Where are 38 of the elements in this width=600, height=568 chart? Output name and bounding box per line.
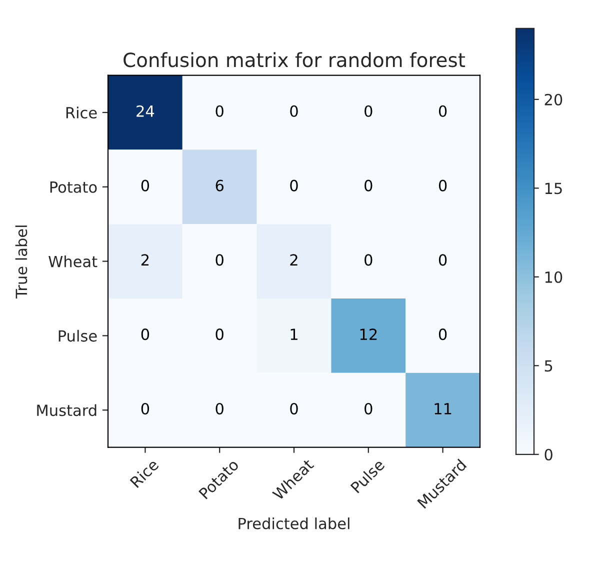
y-tick-label: Pulse	[58, 330, 97, 342]
data-label: 0	[290, 180, 298, 192]
data-label: 0	[438, 328, 447, 340]
data-label: 0	[438, 254, 447, 266]
y-tick-label: Rice	[66, 106, 97, 118]
color-bar-label: 5	[544, 360, 552, 372]
data-label: 0	[141, 402, 150, 415]
color-bar-label: 20	[544, 94, 562, 106]
data-label: 0	[438, 105, 447, 117]
data-label: 0	[216, 328, 224, 340]
data-label: 0	[290, 105, 298, 117]
color-bar-label: 15	[545, 182, 562, 194]
data-label: 0	[364, 402, 372, 415]
chart-title: Confusion matrix for random forest	[124, 52, 466, 68]
data-label: 0	[364, 105, 372, 117]
data-label: 6	[216, 180, 224, 192]
data-label: 12	[360, 328, 377, 340]
y-axis-title: True label	[15, 226, 28, 298]
data-label: 0	[438, 180, 447, 192]
data-label: 11	[434, 403, 452, 414]
data-label: 0	[216, 254, 224, 266]
x-axis-title: Predicted label	[238, 517, 350, 530]
data-label: 0	[216, 402, 224, 415]
y-tick-label: Wheat	[48, 255, 98, 268]
data-label: 0	[290, 402, 298, 415]
y-tick-label: Potato	[50, 182, 97, 193]
data-label: 1	[290, 328, 298, 340]
data-label: 0	[141, 180, 150, 192]
data-label: 2	[290, 254, 298, 266]
data-label: 24	[136, 105, 154, 117]
data-label: 0	[141, 328, 150, 340]
y-tick-label: Mustard	[37, 404, 96, 416]
data-label: 0	[216, 105, 224, 117]
data-label: 0	[364, 254, 372, 266]
data-label: 0	[364, 180, 372, 192]
color-bar-label: 0	[544, 448, 552, 460]
data-label: 2	[141, 254, 149, 266]
color-bar-label: 10	[545, 271, 562, 283]
